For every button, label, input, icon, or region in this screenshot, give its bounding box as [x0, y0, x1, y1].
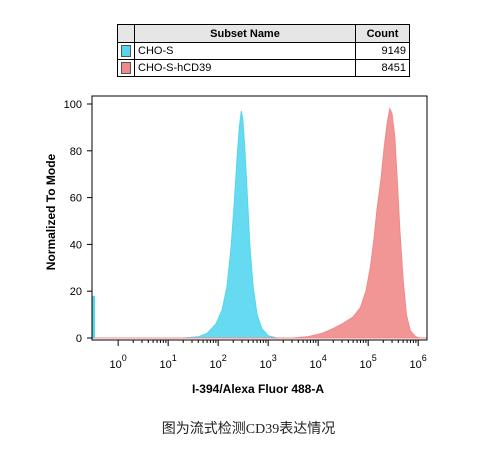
legend-table: Subset Name Count CHO-S 9149 CHO-S-hCD39… — [117, 24, 410, 77]
legend-header-count: Count — [355, 24, 410, 43]
legend-swatch — [117, 59, 135, 77]
legend-row: CHO-S-hCD39 8451 — [117, 59, 410, 77]
x-tick-label: 101 — [160, 353, 177, 371]
histogram-chart: 0 20 40 60 80 100 100 101 102 103 104 105 106 I-394/… — [44, 95, 428, 396]
x-tick-label: 106 — [410, 353, 427, 371]
axes: 0 20 40 60 80 100 100 101 102 103 104 105 106 — [64, 95, 428, 371]
y-axis-label: Normalized To Mode — [44, 153, 58, 270]
legend-row: CHO-S 9149 — [117, 42, 410, 60]
legend-header-name: Subset Name — [134, 24, 356, 43]
series-edge-sliver — [92, 295, 95, 338]
x-tick-label: 100 — [110, 353, 127, 371]
y-tick-label: 40 — [70, 239, 82, 251]
legend-subset-count: 9149 — [355, 42, 410, 60]
y-tick-label: 100 — [64, 99, 82, 111]
x-tick-label: 103 — [260, 353, 277, 371]
y-tick-label: 80 — [70, 146, 82, 158]
plot-frame — [91, 95, 428, 341]
x-tick-label: 104 — [310, 353, 327, 371]
legend-subset-name: CHO-S-hCD39 — [134, 59, 356, 77]
y-tick-label: 60 — [70, 193, 82, 205]
figure-caption: 图为流式检测CD39表达情况 — [161, 422, 336, 437]
x-tick-label: 102 — [210, 353, 227, 371]
legend-swatch — [117, 42, 135, 60]
y-tick-label: 0 — [76, 333, 82, 345]
x-axis-label: I-394/Alexa Fluor 488-A — [192, 382, 324, 396]
legend-subset-name: CHO-S — [134, 42, 356, 60]
x-tick-label: 105 — [360, 353, 377, 371]
plot-area — [92, 107, 427, 339]
y-tick-label: 20 — [70, 286, 82, 298]
legend-subset-count: 8451 — [355, 59, 410, 77]
series-area-2 — [92, 107, 427, 339]
series-area-1 — [92, 110, 427, 339]
legend-header-row: Subset Name Count — [117, 24, 410, 43]
legend-header-blank — [117, 24, 135, 43]
